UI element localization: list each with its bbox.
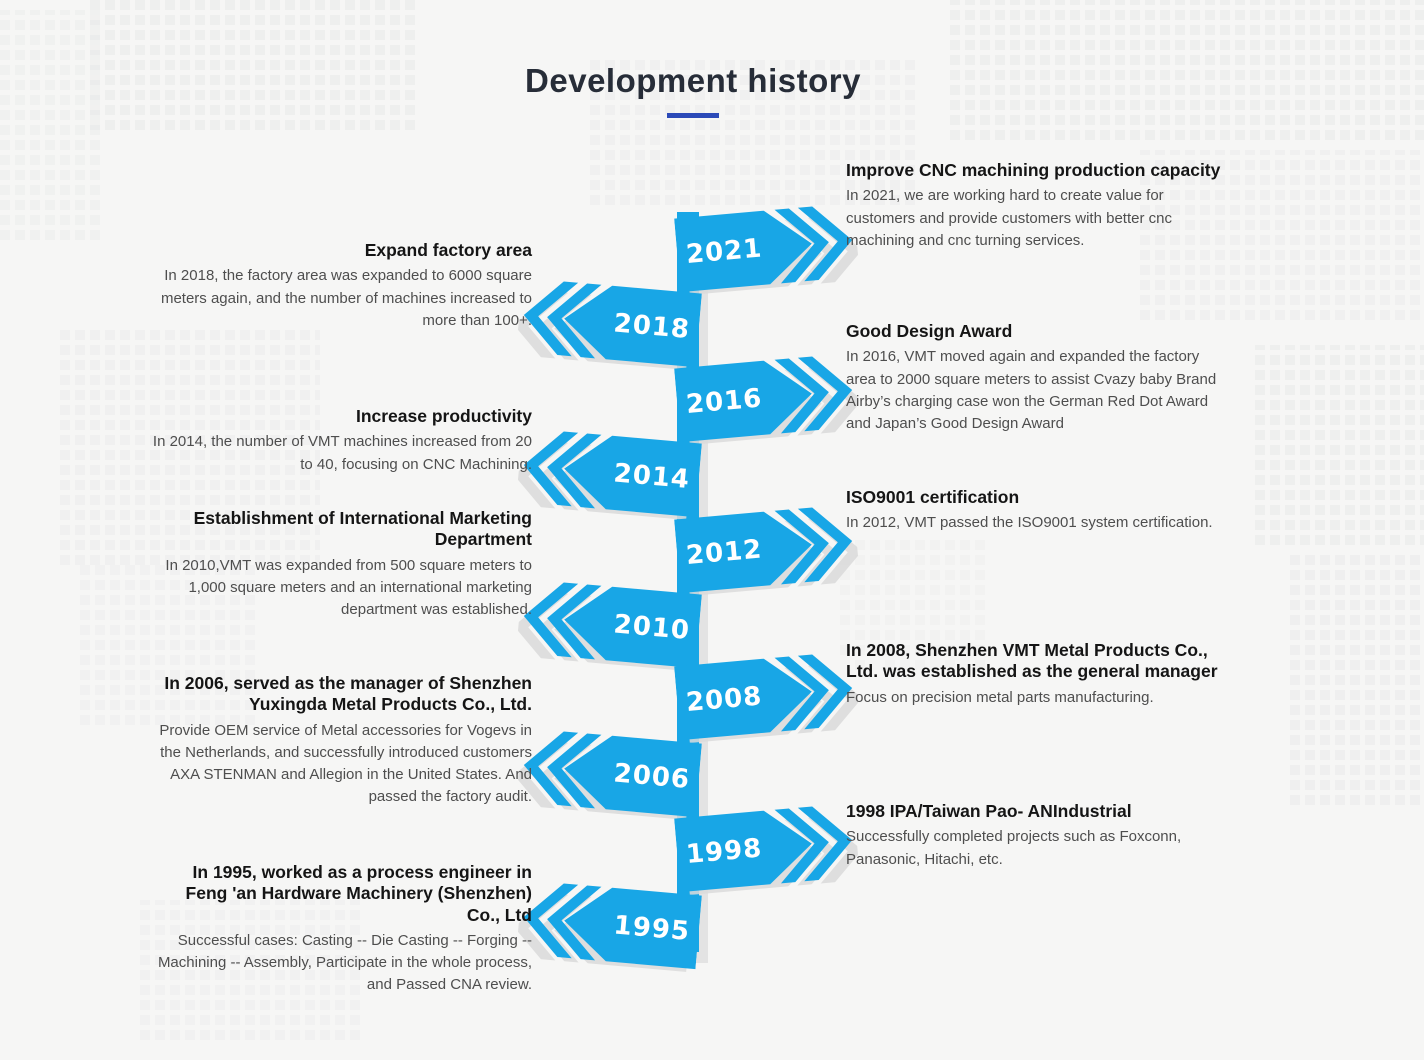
entry-title: In 1995, worked as a process engineer in… — [185, 862, 532, 925]
arrow-graphic — [674, 507, 861, 597]
entry-title: Establishment of International Marketing… — [193, 508, 532, 550]
year-label: 2008 — [684, 680, 764, 718]
page-title: Development history — [525, 62, 861, 99]
arrow-graphic — [674, 206, 861, 296]
entry-title: In 2008, Shenzhen VMT Metal Products Co.… — [846, 640, 1218, 682]
arrow-graphic — [515, 582, 702, 672]
entry-text: In 2008, Shenzhen VMT Metal Products Co.… — [846, 640, 1221, 709]
entry-body: In 2012, VMT passed the ISO9001 system c… — [846, 514, 1213, 532]
dot-pattern-patch — [950, 0, 1424, 140]
entry-body: In 2018, the factory area was expanded t… — [160, 267, 532, 329]
dot-pattern-patch — [1140, 150, 1424, 320]
dot-pattern-patch — [60, 330, 320, 565]
year-arrow: 2016 — [674, 349, 861, 446]
dot-pattern-patch — [140, 900, 360, 1040]
year-label: 2012 — [684, 533, 764, 571]
year-label: 2006 — [612, 757, 692, 795]
entry-text: In 1995, worked as a process engineer in… — [150, 862, 532, 997]
entry-title: Improve CNC machining production capacit… — [846, 160, 1221, 180]
year-label: 1995 — [612, 909, 692, 947]
entry-text: Improve CNC machining production capacit… — [846, 160, 1221, 252]
arrow-graphic — [515, 731, 702, 821]
year-arrow: 2006 — [515, 724, 702, 821]
entry-title: In 2006, served as the manager of Shenzh… — [164, 673, 532, 715]
year-arrow: 2012 — [674, 500, 861, 597]
entry-body: In 2016, VMT moved again and expanded th… — [846, 348, 1217, 432]
dot-pattern-patch — [80, 565, 260, 725]
entry-body: In 2014, the number of VMT machines incr… — [152, 433, 532, 473]
year-label: 1998 — [684, 832, 764, 870]
page-header: Development history — [343, 62, 1043, 118]
arrow-graphic — [515, 281, 702, 371]
entry-text: ISO9001 certification In 2012, VMT passe… — [846, 487, 1221, 535]
entry-body: In 2021, we are working hard to create v… — [846, 187, 1172, 249]
dot-pattern-patch — [590, 55, 920, 205]
year-arrow: 2014 — [515, 424, 702, 521]
entry-title: Increase productivity — [355, 406, 532, 426]
year-arrow: 2021 — [674, 199, 861, 296]
entry-body: In 2010,VMT was expanded from 500 square… — [165, 556, 532, 619]
year-label: 2018 — [612, 307, 692, 345]
arrow-graphic — [674, 356, 861, 446]
entry-body: Provide OEM service of Metal accessories… — [159, 721, 532, 806]
year-arrow: 2008 — [674, 647, 861, 744]
arrow-graphic — [515, 883, 702, 973]
arrow-graphic — [674, 806, 861, 896]
dot-pattern-patch — [90, 0, 420, 130]
entry-title: 1998 IPA/Taiwan Pao- ANIndustrial — [846, 801, 1132, 821]
dot-pattern-patch — [1290, 555, 1424, 805]
entry-text: Expand factory area In 2018, the factory… — [150, 240, 532, 332]
entry-text: Establishment of International Marketing… — [150, 508, 532, 621]
year-label: 2021 — [684, 232, 764, 270]
entry-text: 1998 IPA/Taiwan Pao- ANIndustrial Succes… — [846, 801, 1221, 871]
title-accent-bar — [667, 113, 719, 118]
dot-pattern-patch — [1255, 345, 1424, 545]
entry-body: Successfully completed projects such as … — [846, 828, 1182, 868]
entry-text: In 2006, served as the manager of Shenzh… — [150, 673, 532, 808]
entry-title: ISO9001 certification — [846, 487, 1020, 507]
entry-text: Good Design Award In 2016, VMT moved aga… — [846, 321, 1221, 435]
year-label: 2010 — [612, 608, 692, 646]
year-arrow: 1998 — [674, 799, 861, 896]
arrow-graphic — [515, 431, 702, 521]
entry-title: Good Design Award — [846, 321, 1013, 341]
year-arrow: 1995 — [515, 876, 702, 973]
dot-pattern-patch — [840, 540, 990, 670]
year-arrow: 2010 — [515, 575, 702, 672]
year-arrow: 2018 — [515, 274, 702, 371]
arrow-graphic — [674, 654, 861, 744]
year-label: 2016 — [684, 382, 764, 420]
entry-text: Increase productivity In 2014, the numbe… — [150, 406, 532, 476]
entry-body: Focus on precision metal parts manufactu… — [846, 688, 1154, 706]
entry-title: Expand factory area — [364, 240, 532, 260]
year-label: 2014 — [612, 457, 692, 495]
entry-body: Successful cases: Casting -- Die Casting… — [157, 932, 532, 994]
dot-pattern-patch — [0, 10, 100, 240]
